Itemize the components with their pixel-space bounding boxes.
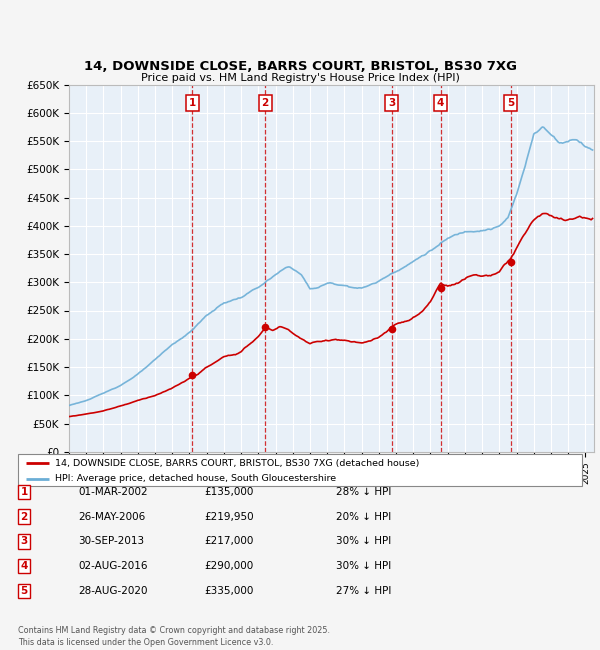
Text: 1: 1 bbox=[189, 98, 196, 108]
Text: 2: 2 bbox=[262, 98, 269, 108]
Text: 26-MAY-2006: 26-MAY-2006 bbox=[78, 512, 145, 522]
Text: £290,000: £290,000 bbox=[204, 561, 253, 571]
Text: 01-MAR-2002: 01-MAR-2002 bbox=[78, 487, 148, 497]
Text: 02-AUG-2016: 02-AUG-2016 bbox=[78, 561, 148, 571]
Text: 5: 5 bbox=[20, 586, 28, 596]
Text: 14, DOWNSIDE CLOSE, BARRS COURT, BRISTOL, BS30 7XG (detached house): 14, DOWNSIDE CLOSE, BARRS COURT, BRISTOL… bbox=[55, 459, 419, 467]
Text: 3: 3 bbox=[388, 98, 395, 108]
Text: 28-AUG-2020: 28-AUG-2020 bbox=[78, 586, 148, 596]
Text: 2: 2 bbox=[20, 512, 28, 522]
Text: 14, DOWNSIDE CLOSE, BARRS COURT, BRISTOL, BS30 7XG: 14, DOWNSIDE CLOSE, BARRS COURT, BRISTOL… bbox=[83, 60, 517, 73]
Text: 5: 5 bbox=[507, 98, 514, 108]
Text: 3: 3 bbox=[20, 536, 28, 547]
Text: £335,000: £335,000 bbox=[204, 586, 253, 596]
Text: £217,000: £217,000 bbox=[204, 536, 253, 547]
Text: 20% ↓ HPI: 20% ↓ HPI bbox=[336, 512, 391, 522]
FancyBboxPatch shape bbox=[18, 454, 582, 486]
Text: 27% ↓ HPI: 27% ↓ HPI bbox=[336, 586, 391, 596]
Text: 1: 1 bbox=[20, 487, 28, 497]
Text: 30% ↓ HPI: 30% ↓ HPI bbox=[336, 536, 391, 547]
Text: 4: 4 bbox=[437, 98, 445, 108]
Text: HPI: Average price, detached house, South Gloucestershire: HPI: Average price, detached house, Sout… bbox=[55, 474, 336, 483]
Text: 4: 4 bbox=[20, 561, 28, 571]
Text: Price paid vs. HM Land Registry's House Price Index (HPI): Price paid vs. HM Land Registry's House … bbox=[140, 73, 460, 83]
Text: £219,950: £219,950 bbox=[204, 512, 254, 522]
Text: Contains HM Land Registry data © Crown copyright and database right 2025.
This d: Contains HM Land Registry data © Crown c… bbox=[18, 626, 330, 647]
Text: 28% ↓ HPI: 28% ↓ HPI bbox=[336, 487, 391, 497]
Text: 30% ↓ HPI: 30% ↓ HPI bbox=[336, 561, 391, 571]
Text: 30-SEP-2013: 30-SEP-2013 bbox=[78, 536, 144, 547]
Text: £135,000: £135,000 bbox=[204, 487, 253, 497]
